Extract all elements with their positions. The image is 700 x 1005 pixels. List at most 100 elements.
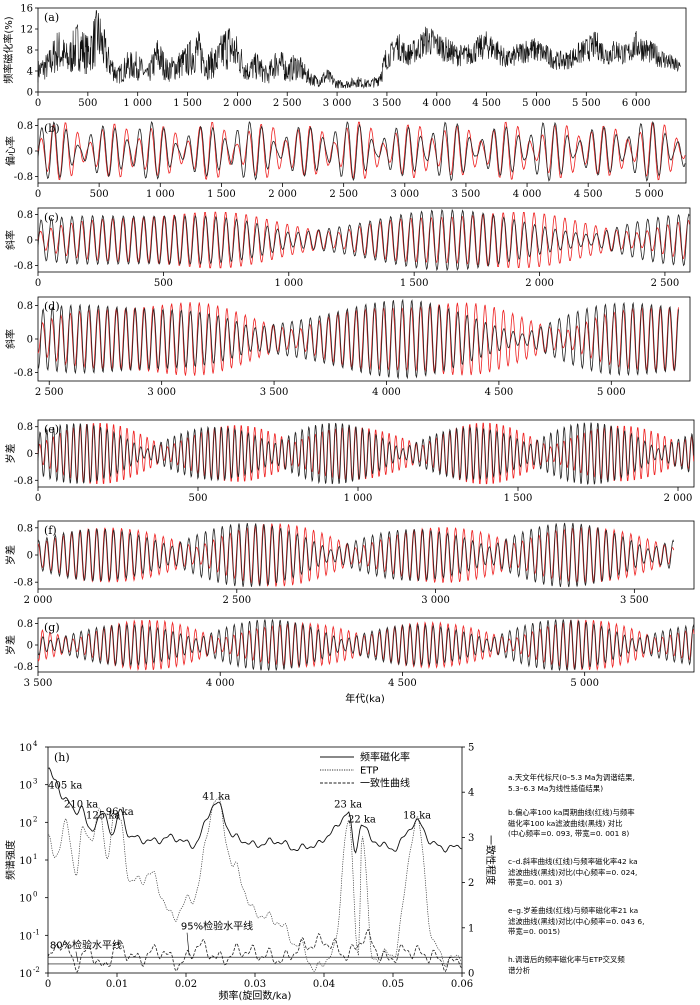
y-tick-exponent: -1 [33, 928, 40, 936]
peak-label: 210 ka [64, 799, 98, 810]
x-tick-label: 2 000 [664, 493, 693, 504]
y2-tick-label: 1 [468, 923, 474, 934]
y-tick-exponent: 2 [33, 815, 37, 823]
x-tick-label: 500 [154, 278, 173, 289]
legend-entry: 一致性曲线 [360, 777, 410, 790]
y-tick-label: 4 [27, 67, 33, 78]
peak-label: 125 ka [86, 811, 120, 822]
x-tick-label: 3 500 [24, 678, 53, 689]
y-tick-exponent: 1 [33, 853, 37, 861]
y-tick-exponent: 0 [33, 891, 37, 899]
y-tick-label: 0.8 [17, 523, 33, 534]
x-tick-label: 4 000 [513, 189, 542, 200]
x-tick-label: 3 500 [452, 189, 481, 200]
x-tick-label: 0.04 [313, 979, 335, 990]
x-tick-label: 500 [78, 98, 97, 109]
y-tick-label: 0.8 [17, 301, 33, 312]
peak-label: 405 ka [48, 780, 82, 791]
y2-tick-label: 4 [468, 788, 474, 799]
peak-label: 41 ka [202, 792, 230, 803]
y-tick-label: 0 [27, 449, 33, 460]
x-tick-label: 3 000 [421, 595, 450, 606]
x-tick-label: 1 000 [344, 493, 373, 504]
panel-label: (d) [44, 300, 60, 313]
y-tick-label: 10 [19, 856, 32, 867]
magnetic-susceptibility-spectrum [47, 767, 463, 854]
coherency-curve [47, 928, 463, 973]
y-tick-exponent: 4 [33, 740, 38, 748]
x-tick-label: 4 000 [372, 387, 401, 398]
x-tick-label: 5 000 [635, 189, 664, 200]
y-tick-exponent: 3 [33, 778, 37, 786]
x-tick-label: 5 500 [572, 98, 601, 109]
y-tick-label: -0.8 [14, 476, 33, 487]
y2-axis-label: 一致性程度 [484, 835, 497, 885]
y-tick-label: 0.8 [17, 422, 33, 433]
x-tick-label: 2 000 [268, 189, 297, 200]
caption-note-cd: c–d.斜率曲线(红线)与频率磁化率42 ka 滤波曲线(黑线)对比(中心频率=… [508, 857, 638, 887]
caption-note-eg: e–g.岁差曲线(红线)与频率磁化率21 ka 滤波曲线(黑线)对比(中心频率=… [508, 906, 645, 936]
panel-b: 0 500 1 000 1 500 2 000 2 500 3 000 3 500 4 000 4… [4, 118, 687, 200]
panel-a: 0 500 1 000 1 500 2 000 2 500 3 000 3 500 4 000 4… [2, 4, 687, 109]
x-tick-label: 5 000 [522, 98, 551, 109]
panel-label: (g) [44, 621, 60, 634]
caption-note-a: a.天文年代标尺(0–5.3 Ma为调谐结果, 5.3–6.3 Ma为线性插值结… [508, 773, 635, 793]
y-axis-label: 频率磁化率(%) [2, 16, 15, 83]
x-tick-label: 5 000 [570, 678, 599, 689]
y-tick-label: 16 [20, 4, 33, 15]
y-tick-label: 10 [19, 781, 32, 792]
y-tick-label: 10 [19, 743, 32, 754]
y-tick-label: 0 [27, 147, 33, 158]
x-tick-label: 1 500 [504, 493, 533, 504]
y-tick-label: 0.8 [17, 121, 33, 132]
x-tick-label: 4 500 [388, 678, 417, 689]
x-tick-label: 1 500 [173, 98, 202, 109]
x-axis-label: 频率(旋回数/ka) [219, 989, 292, 1002]
y-tick-label: 0 [27, 641, 33, 652]
y-axis-label: 岁差 [4, 444, 17, 464]
panel-d: 2 500 3 000 3 500 4 000 4 500 5 000 0.8 0 -0.8 (d… [4, 296, 691, 398]
y-tick-label: 10 [19, 969, 32, 980]
panel-f: 2 000 2 500 3 000 3 500 0.8 0 -0.8 (f) 岁差 [4, 520, 695, 606]
y-tick-label: 0 [27, 551, 33, 562]
peak-label: 22 ka [348, 814, 376, 825]
x-tick-label: 0 [35, 493, 41, 504]
x-tick-label: 1 500 [400, 278, 429, 289]
y-tick-label: -0.8 [14, 662, 33, 673]
x-tick-label: 1 000 [274, 278, 303, 289]
x-tick-label: 0.02 [175, 979, 197, 990]
x-tick-label: 0.01 [106, 979, 128, 990]
y-axis-label: 斜率 [4, 230, 17, 250]
x-tick-label: 4 000 [206, 678, 235, 689]
y-axis-label: 偏心率 [4, 136, 17, 166]
y2-tick-label: 2 [468, 878, 474, 889]
panel-label: (c) [44, 211, 59, 224]
y-tick-label: 10 [19, 931, 32, 942]
y-tick-label: -0.8 [14, 261, 33, 272]
y-tick-label: 10 [19, 818, 32, 829]
label-80-percent: 80%检验水平线 [50, 939, 122, 952]
x-tick-label: 2 500 [35, 387, 64, 398]
peak-label: 23 ka [334, 799, 362, 810]
x-tick-label: 3 500 [260, 387, 289, 398]
filtered-curve [37, 522, 675, 588]
x-tick-label: 4 500 [485, 387, 514, 398]
x-tick-label: 6 000 [622, 98, 651, 109]
x-tick-label: 1 500 [207, 189, 236, 200]
x-tick-label: 2 000 [223, 98, 252, 109]
filtered-curve [37, 422, 695, 485]
y-tick-exponent: -2 [33, 966, 40, 974]
y-axis-label: 岁差 [4, 635, 17, 655]
y-axis-label: 斜率 [4, 329, 17, 349]
x-tick-label: 3 000 [147, 387, 176, 398]
filtered-curve [37, 298, 679, 380]
y-tick-label: -0.8 [14, 172, 33, 183]
panel-label: (e) [44, 423, 59, 436]
y2-tick-label: 3 [468, 833, 474, 844]
x-tick-label: 4 500 [472, 98, 501, 109]
panel-label: (b) [44, 122, 60, 135]
y2-tick-label: 5 [468, 743, 474, 754]
